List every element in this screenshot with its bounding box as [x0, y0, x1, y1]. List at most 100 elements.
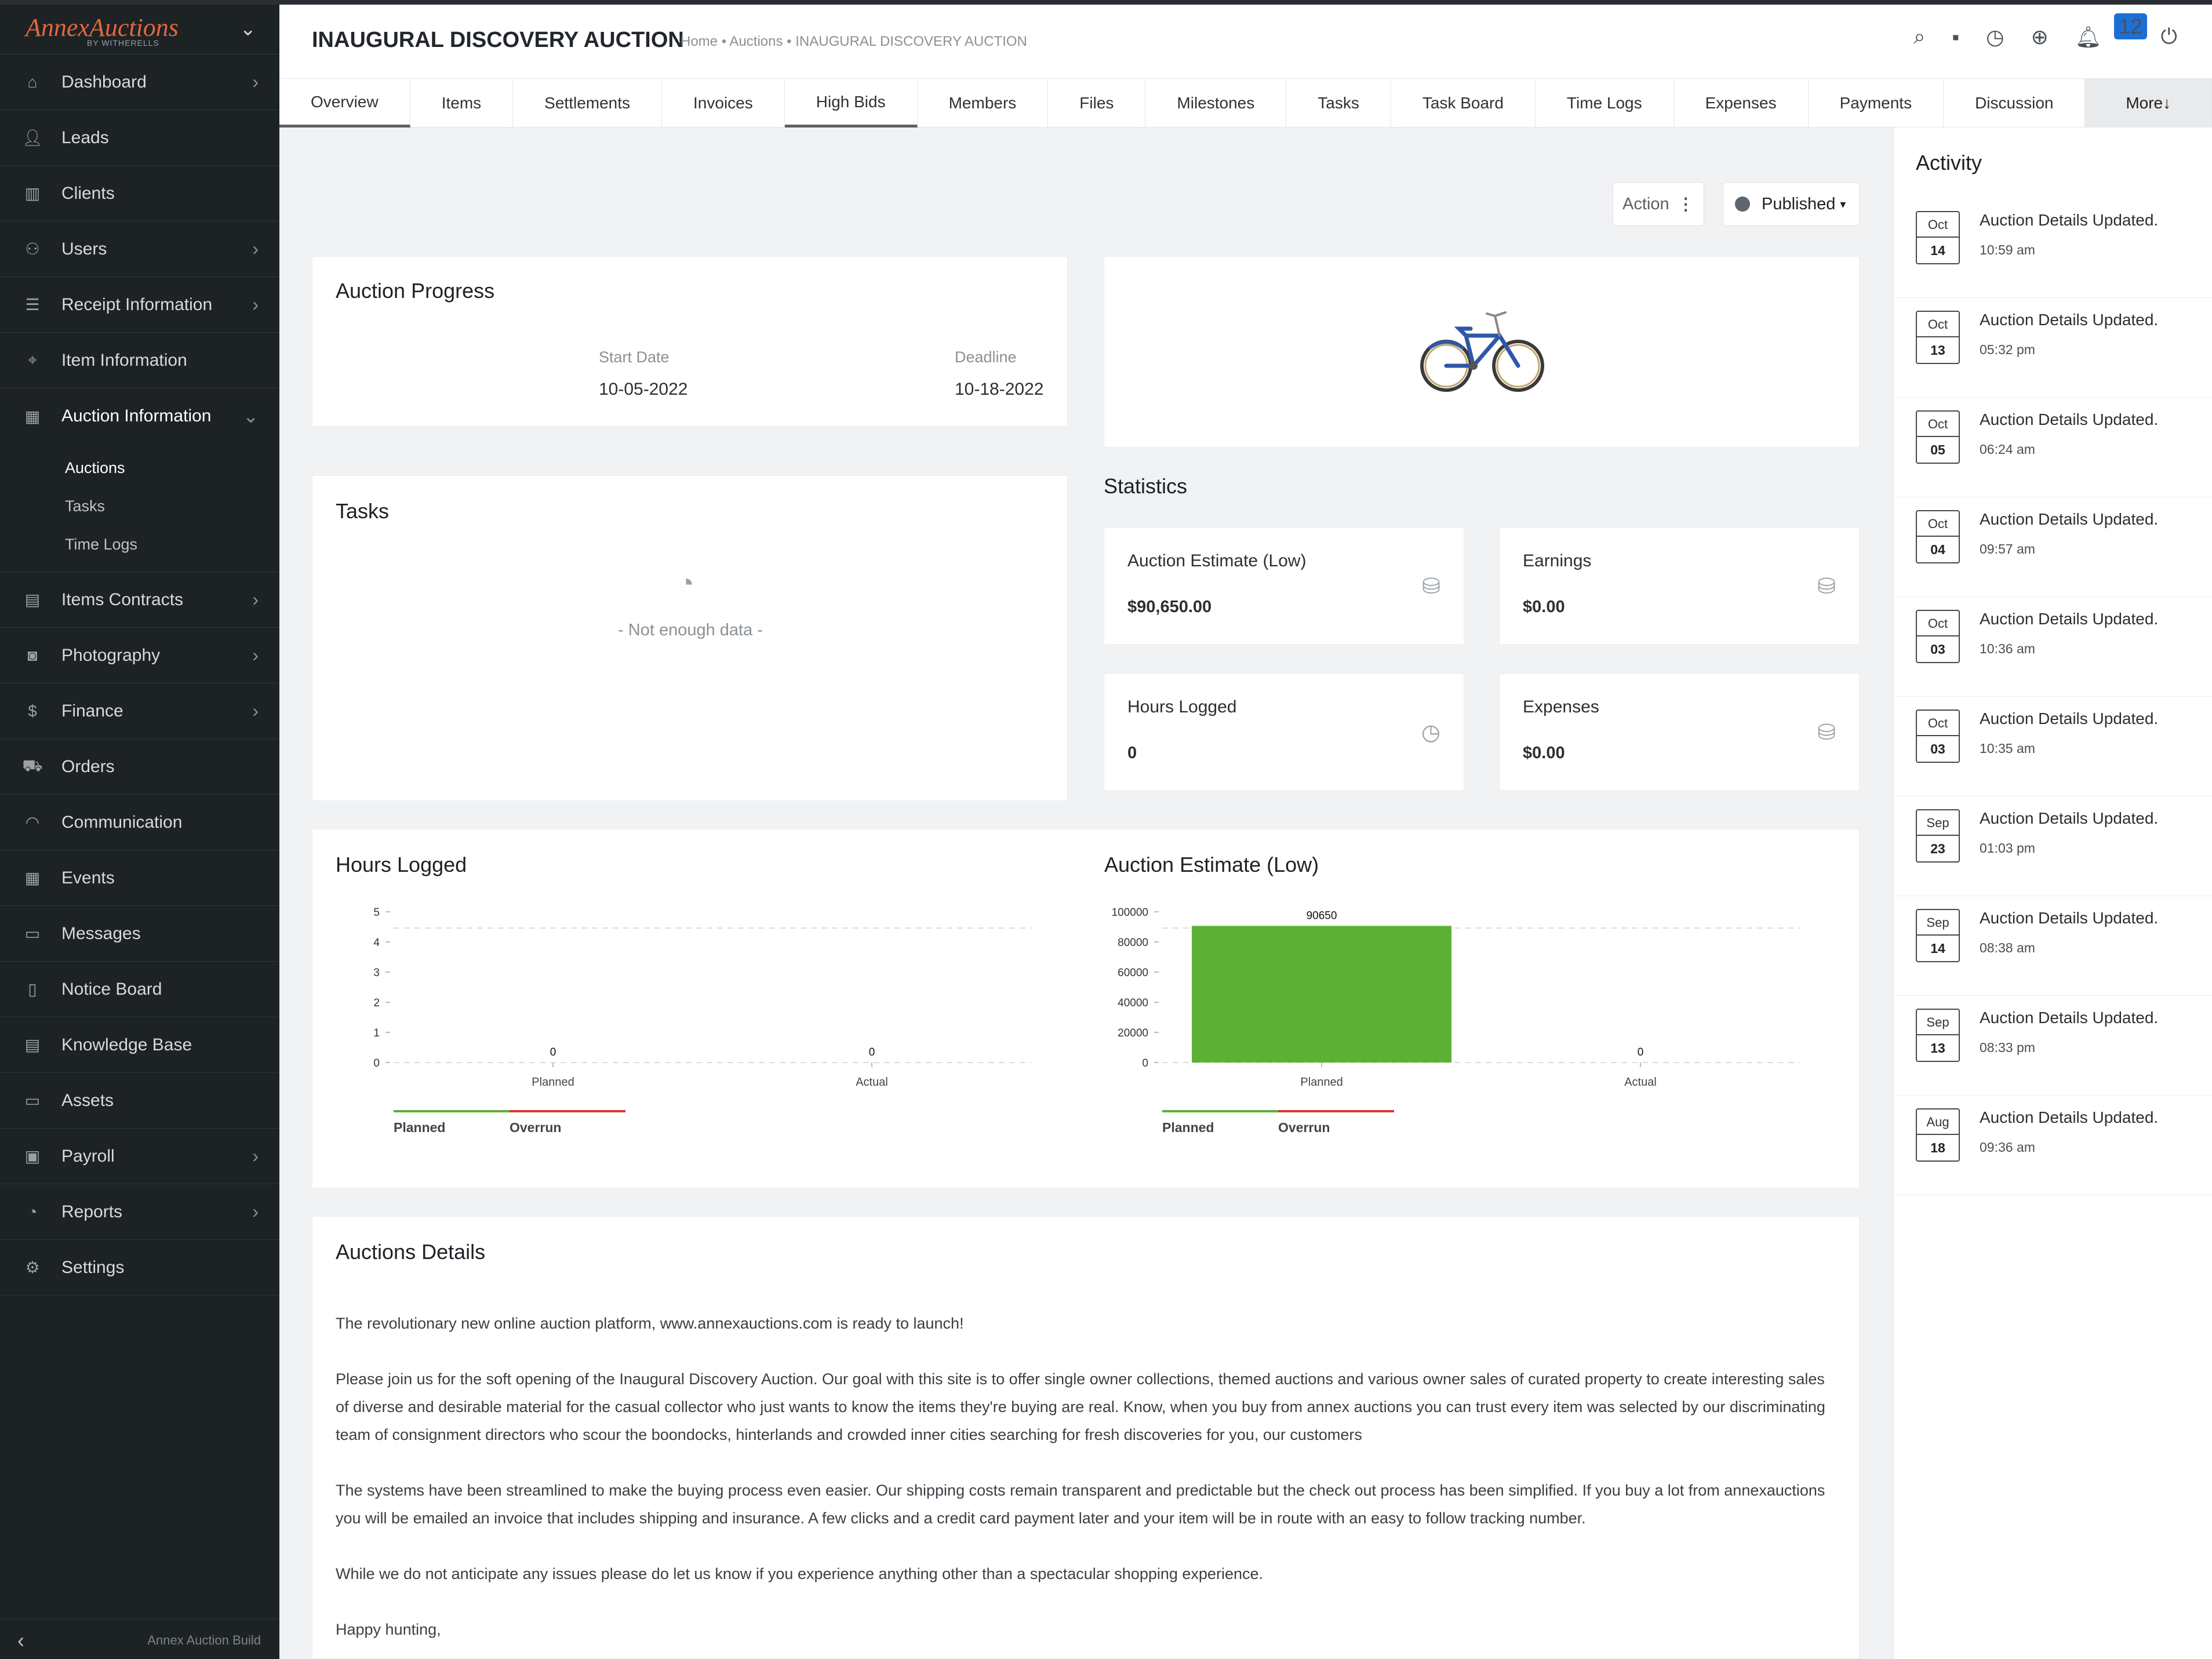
sidebar-item-communication[interactable]: ◠ Communication [0, 795, 279, 850]
stat-label: Auction Estimate (Low) [1127, 551, 1307, 570]
sidebar-item-orders[interactable]: ⛟ Orders [0, 739, 279, 795]
activity-item[interactable]: Oct 14 Auction Details Updated. 10:59 am [1894, 198, 2212, 298]
tab-expenses[interactable]: Expenses [1674, 79, 1809, 128]
stat-label: Expenses [1523, 697, 1599, 716]
tab-task-board[interactable]: Task Board [1391, 79, 1536, 128]
sidebar: AnnexAuctions BY WITHERELLS ⌄ ⌂ Dashboard… [0, 5, 279, 1659]
sidebar-item-settings[interactable]: ⚙ Settings [0, 1240, 279, 1296]
start-date-label: Start Date [599, 348, 670, 366]
sidebar-item-messages[interactable]: ▭ Messages [0, 906, 279, 962]
tab-members[interactable]: Members [918, 79, 1049, 128]
plus-circle-icon[interactable]: ⊕ [2031, 24, 2049, 49]
sidebar-item-events[interactable]: ▦ Events [0, 850, 279, 906]
sidebar-subitem-tasks[interactable]: Tasks [65, 497, 105, 515]
activity-item[interactable]: Oct 13 Auction Details Updated. 05:32 pm [1894, 298, 2212, 398]
sidebar-item-payroll[interactable]: ▣ Payroll › [0, 1129, 279, 1184]
sidebar-item-item-information[interactable]: ⌖ Item Information [0, 333, 279, 388]
sidebar-item-assets[interactable]: ▭ Assets [0, 1073, 279, 1129]
sidebar-item-finance[interactable]: $ Finance › [0, 683, 279, 739]
sidebar-item-leads[interactable]: 👤︎ Leads [0, 110, 279, 166]
window-top-bar [0, 0, 2212, 5]
tab-invoices[interactable]: Invoices [662, 79, 785, 128]
date-day: 04 [1930, 542, 1945, 557]
build-label: Annex Auction Build [147, 1633, 261, 1647]
tab-high-bids[interactable]: High Bids [784, 79, 918, 128]
breadcrumb[interactable]: Home • Auctions • INAUGURAL DISCOVERY AU… [681, 34, 1027, 49]
users-icon: ⚇ [25, 240, 40, 258]
tab-time-logs[interactable]: Time Logs [1536, 79, 1674, 128]
coins-icon: ⛁ [1817, 574, 1836, 599]
sidebar-item-items-contracts[interactable]: ▤ Items Contracts › [0, 572, 279, 628]
date-day: 23 [1930, 841, 1945, 856]
clock-icon[interactable]: ◷ [1986, 24, 2004, 49]
tab-files[interactable]: Files [1048, 79, 1146, 128]
tab-more[interactable]: More↓ [2085, 79, 2212, 128]
date-badge: Sep 23 [1916, 809, 1960, 863]
chevron-down-icon[interactable]: ⌄ [239, 18, 257, 40]
stat-label: Hours Logged [1127, 697, 1237, 716]
sidebar-item-auction-information[interactable]: ▦ Auction Information ⌄ [0, 388, 279, 444]
date-month: Oct [1917, 711, 1959, 736]
tab-overview[interactable]: Overview [279, 79, 410, 128]
sidebar-item-label: Photography [61, 645, 161, 665]
sticky-note-icon[interactable]: ▪ [1952, 24, 1960, 49]
tab-tasks[interactable]: Tasks [1286, 79, 1391, 128]
sidebar-item-users[interactable]: ⚇ Users › [0, 221, 279, 277]
activity-item[interactable]: Oct 03 Auction Details Updated. 10:36 am [1894, 597, 2212, 697]
tab-settlements[interactable]: Settlements [513, 79, 663, 128]
sidebar-item-label: Users [61, 239, 107, 259]
sidebar-item-receipt-information[interactable]: ☰ Receipt Information › [0, 277, 279, 333]
y-tick-label: 20000 [1118, 1027, 1148, 1039]
sidebar-item-label: Communication [61, 812, 183, 832]
page-title: INAUGURAL DISCOVERY AUCTION [312, 28, 684, 52]
activity-item[interactable]: Oct 05 Auction Details Updated. 06:24 am [1894, 398, 2212, 497]
y-tick-label: 60000 [1118, 967, 1148, 979]
sidebar-item-notice-board[interactable]: ▯ Notice Board [0, 962, 279, 1017]
sidebar-item-knowledge-base[interactable]: ▤ Knowledge Base [0, 1017, 279, 1073]
building-icon: ▥ [24, 184, 41, 202]
bell-icon[interactable]: 🔔︎ 12 [2075, 13, 2147, 49]
tab-milestones[interactable]: Milestones [1145, 79, 1287, 128]
activity-text: Auction Details Updated. [1980, 510, 2159, 528]
activity-item[interactable]: Sep 13 Auction Details Updated. 08:33 pm [1894, 996, 2212, 1096]
data-label: 90650 [1307, 909, 1337, 922]
sidebar-item-dashboard[interactable]: ⌂ Dashboard › [0, 54, 279, 110]
contract-icon: ▤ [24, 591, 41, 609]
calendar-icon: ▦ [24, 407, 41, 425]
tab-payments[interactable]: Payments [1809, 79, 1944, 128]
stat-card-expenses: Expenses $0.00 ⛁ [1499, 674, 1860, 791]
action-button[interactable]: Action ⋮ [1613, 182, 1704, 226]
activity-item[interactable]: Oct 03 Auction Details Updated. 10:35 am [1894, 697, 2212, 796]
charts-card: Hours Logged Auction Estimate (Low) 5 4 3 2… [312, 829, 1860, 1188]
bicycle-image[interactable] [1413, 308, 1552, 395]
status-dot [1735, 197, 1750, 212]
date-day: 13 [1930, 343, 1945, 358]
estimate-chart-title: Auction Estimate (Low) [1104, 853, 1319, 876]
collapse-sidebar-icon[interactable]: ‹ [17, 1628, 24, 1652]
activity-item[interactable]: Sep 23 Auction Details Updated. 01:03 pm [1894, 796, 2212, 896]
search-icon[interactable]: ⌕ [1913, 24, 1926, 48]
activity-item[interactable]: Aug 18 Auction Details Updated. 09:36 am [1894, 1096, 2212, 1195]
sidebar-item-label: Knowledge Base [61, 1035, 192, 1054]
date-month: Aug [1917, 1109, 1959, 1135]
cart-icon: ⛟ [22, 756, 43, 774]
tab-discussion[interactable]: Discussion [1944, 79, 2086, 128]
x-tick-label: Actual [856, 1076, 888, 1089]
activity-text: Auction Details Updated. [1980, 410, 2159, 428]
stat-value: $90,650.00 [1127, 598, 1212, 616]
activity-text: Auction Details Updated. [1980, 1108, 2159, 1126]
sidebar-subitem-time-logs[interactable]: Time Logs [65, 535, 138, 553]
brand-logo[interactable]: AnnexAuctions [26, 13, 179, 42]
power-icon[interactable]: ⏻ [2160, 24, 2177, 48]
tab-items[interactable]: Items [410, 79, 514, 128]
sidebar-item-clients[interactable]: ▥ Clients [0, 166, 279, 221]
statistics-title: Statistics [1104, 474, 1188, 498]
sidebar-item-reports[interactable]: ◔ Reports › [0, 1184, 279, 1240]
sidebar-item-photography[interactable]: ◙ Photography › [0, 628, 279, 683]
user-icon: 👤︎ [22, 129, 43, 147]
activity-item[interactable]: Oct 04 Auction Details Updated. 09:57 am [1894, 497, 2212, 597]
chevron-right-icon: › [252, 1201, 259, 1222]
activity-item[interactable]: Sep 14 Auction Details Updated. 08:38 am [1894, 896, 2212, 996]
sidebar-subitem-auctions[interactable]: Auctions [65, 459, 125, 476]
status-dropdown[interactable]: Published ▾ [1723, 182, 1860, 226]
